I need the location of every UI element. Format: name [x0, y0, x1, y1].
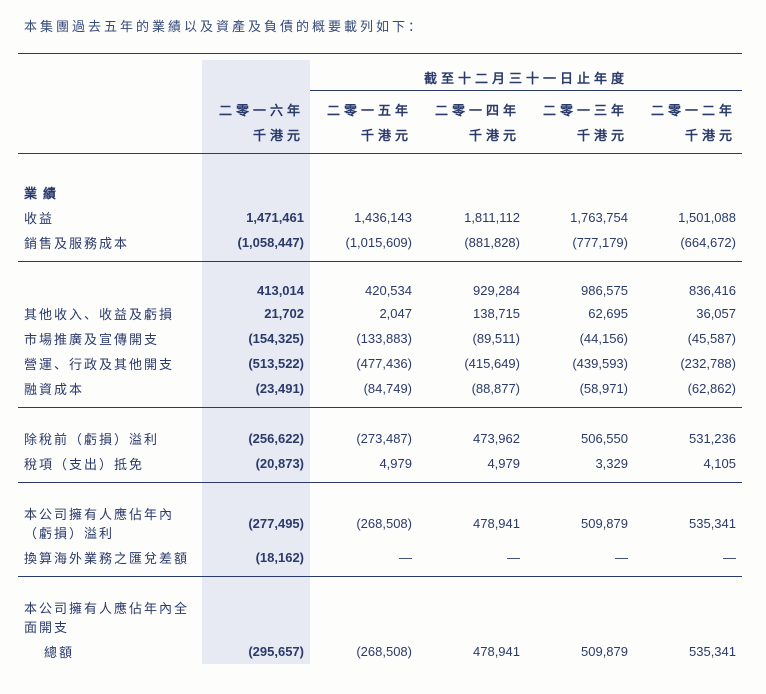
table-cell: 506,550 [526, 426, 634, 451]
table-cell: 138,715 [418, 301, 526, 326]
row-label: 收益 [18, 205, 202, 230]
table-cell: — [634, 545, 742, 570]
table-cell: (58,971) [526, 376, 634, 401]
table-cell: (18,162) [202, 545, 310, 570]
table-cell: (273,487) [310, 426, 418, 451]
col-header-unit: 千港元 [634, 122, 742, 147]
col-header-year: 二零一三年 [526, 97, 634, 122]
table-cell: — [418, 545, 526, 570]
table-cell: (84,749) [310, 376, 418, 401]
row-label: 營運、行政及其他開支 [18, 351, 202, 376]
table-cell: (664,672) [634, 230, 742, 255]
table-cell: 1,501,088 [634, 205, 742, 230]
col-header-year: 二零一二年 [634, 97, 742, 122]
table-cell: 1,763,754 [526, 205, 634, 230]
table-cell: 21,702 [202, 301, 310, 326]
table-cell: 36,057 [634, 301, 742, 326]
table-cell: (88,877) [418, 376, 526, 401]
col-header-unit: 千港元 [310, 122, 418, 147]
row-label: 本公司擁有人應佔年內全面開支 [18, 595, 202, 639]
table-cell: (1,015,609) [310, 230, 418, 255]
row-label [18, 280, 202, 301]
table-cell: 413,014 [202, 280, 310, 301]
table-cell: 4,979 [418, 451, 526, 476]
table-cell: (232,788) [634, 351, 742, 376]
financial-summary-table: 截至十二月三十一日止年度二零一六年二零一五年二零一四年二零一三年二零一二年千港元… [18, 53, 742, 664]
table-cell: 1,436,143 [310, 205, 418, 230]
intro-text: 本集團過去五年的業績以及資產及負債的概要載列如下： [24, 16, 712, 35]
col-header-year: 二零一四年 [418, 97, 526, 122]
row-label: 本公司擁有人應佔年內（虧損）溢利 [18, 501, 202, 545]
table-cell: (513,522) [202, 351, 310, 376]
table-cell: 1,811,112 [418, 205, 526, 230]
section-label: 業績 [18, 180, 202, 205]
table-cell: (415,649) [418, 351, 526, 376]
col-header-unit: 千港元 [202, 122, 310, 147]
row-label: 稅項（支出）抵免 [18, 451, 202, 476]
table-cell: (256,622) [202, 426, 310, 451]
table-cell: (154,325) [202, 326, 310, 351]
row-label: 銷售及服務成本 [18, 230, 202, 255]
row-label: 融資成本 [18, 376, 202, 401]
table-cell: (268,508) [310, 639, 418, 664]
table-cell: 62,695 [526, 301, 634, 326]
row-label: 其他收入、收益及虧損 [18, 301, 202, 326]
table-cell: (777,179) [526, 230, 634, 255]
table-cell: (439,593) [526, 351, 634, 376]
row-label: 換算海外業務之匯兌差額 [18, 545, 202, 570]
table-cell: 3,329 [526, 451, 634, 476]
table-group-header: 截至十二月三十一日止年度 [310, 60, 742, 91]
table-cell: 509,879 [526, 639, 634, 664]
table-cell: 535,341 [634, 639, 742, 664]
table-cell: — [310, 545, 418, 570]
table-cell: 4,105 [634, 451, 742, 476]
table-cell: 2,047 [310, 301, 418, 326]
table-cell: 478,941 [418, 639, 526, 664]
table-cell: (295,657) [202, 639, 310, 664]
table-cell: 1,471,461 [202, 205, 310, 230]
table-cell: 986,575 [526, 280, 634, 301]
table-cell: 531,236 [634, 426, 742, 451]
row-label: 除稅前（虧損）溢利 [18, 426, 202, 451]
table-cell: (62,862) [634, 376, 742, 401]
col-header-unit: 千港元 [418, 122, 526, 147]
table-cell: (44,156) [526, 326, 634, 351]
table-cell: (20,873) [202, 451, 310, 476]
table-cell: 836,416 [634, 280, 742, 301]
col-header-year: 二零一五年 [310, 97, 418, 122]
table-cell: (133,883) [310, 326, 418, 351]
table-cell: — [526, 545, 634, 570]
table-cell: 478,941 [418, 501, 526, 545]
table-cell: 535,341 [634, 501, 742, 545]
table-cell: (268,508) [310, 501, 418, 545]
table-cell: (23,491) [202, 376, 310, 401]
row-label: 市場推廣及宣傳開支 [18, 326, 202, 351]
table-cell: 929,284 [418, 280, 526, 301]
table-cell: (881,828) [418, 230, 526, 255]
table-cell: (1,058,447) [202, 230, 310, 255]
table-cell: 509,879 [526, 501, 634, 545]
row-label: 總額 [18, 639, 202, 664]
table-cell: 420,534 [310, 280, 418, 301]
table-cell: (277,495) [202, 501, 310, 545]
col-header-unit: 千港元 [526, 122, 634, 147]
col-header-year: 二零一六年 [202, 97, 310, 122]
table-cell: 473,962 [418, 426, 526, 451]
table-cell: 4,979 [310, 451, 418, 476]
table-cell: (477,436) [310, 351, 418, 376]
table-cell: (45,587) [634, 326, 742, 351]
table-cell: (89,511) [418, 326, 526, 351]
